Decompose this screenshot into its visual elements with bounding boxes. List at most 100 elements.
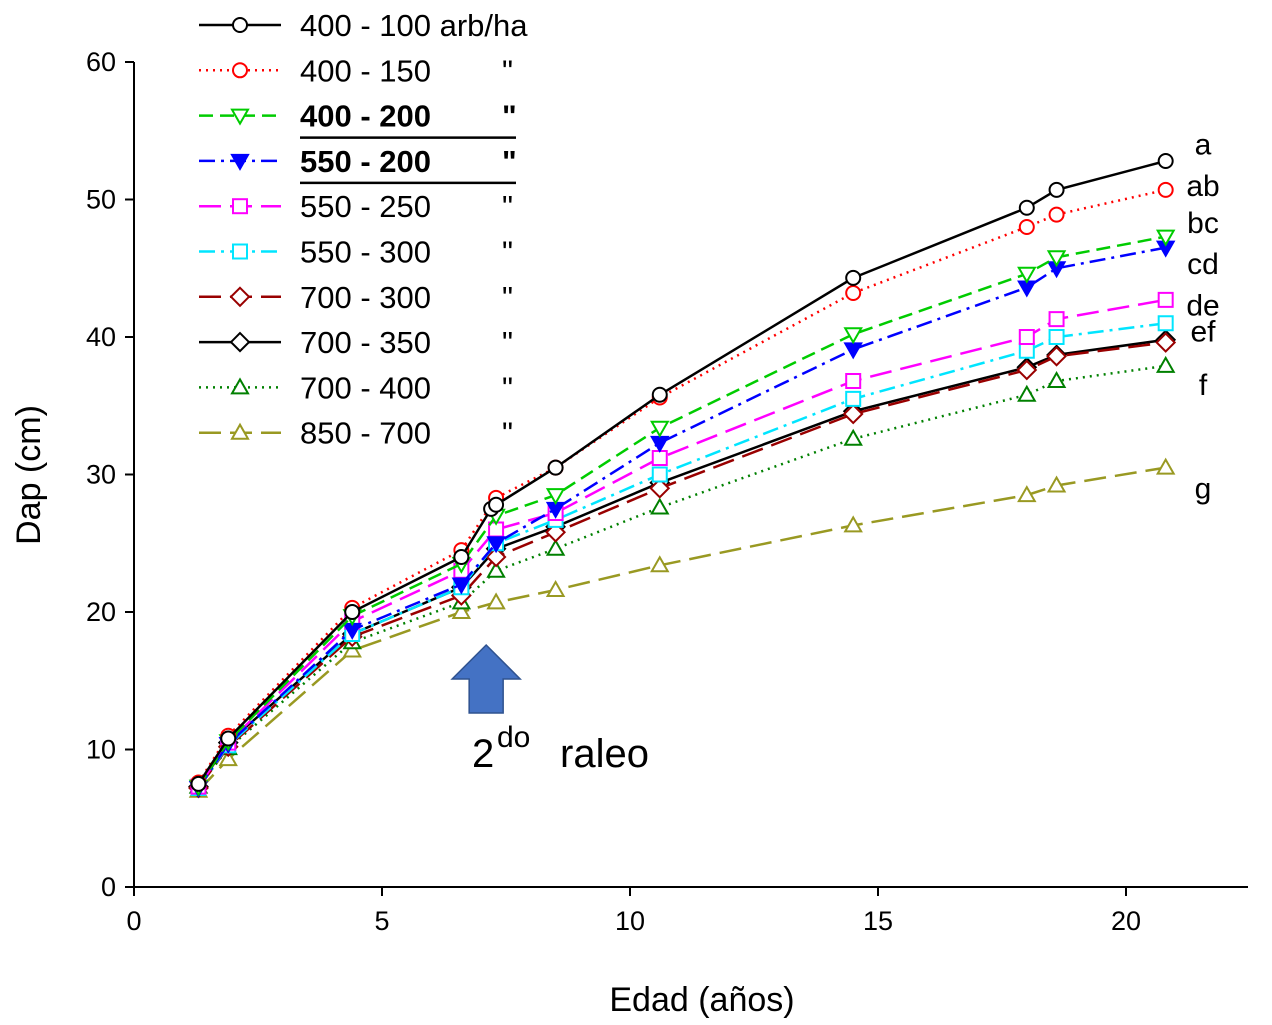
legend-swatch-marker: [232, 62, 248, 79]
data-point: [650, 497, 670, 515]
data-point: [1018, 342, 1035, 359]
legend-swatch-marker: [230, 108, 250, 126]
data-point: [1018, 199, 1035, 216]
data-point: [545, 538, 566, 556]
data-point: [1046, 250, 1067, 268]
significance-letter: a: [1195, 129, 1212, 162]
data-point: [650, 435, 670, 453]
data-point: [451, 601, 472, 619]
data-point: [486, 592, 506, 610]
data-point: [649, 477, 671, 499]
legend-label: 550 - 300: [300, 235, 431, 270]
data-point: [1046, 345, 1067, 367]
significance-letter: f: [1199, 369, 1208, 402]
series-10: [188, 457, 1176, 798]
data-point: [1157, 181, 1174, 198]
data-point: [488, 496, 505, 513]
legend-label: 700 - 350: [300, 325, 431, 360]
data-point: [190, 775, 207, 792]
legend-label: 400 - 150: [300, 53, 431, 88]
data-point: [1157, 315, 1174, 332]
legend-item: 700 - 350 ": [199, 325, 513, 360]
series-line: [197, 246, 1166, 789]
data-point: [1155, 332, 1177, 353]
x-tick-label: 15: [863, 906, 893, 936]
x-tick-label: 5: [374, 906, 389, 936]
legend-ditto: ": [502, 99, 517, 134]
data-point: [218, 749, 238, 767]
data-point: [843, 342, 863, 360]
data-point: [843, 327, 863, 345]
legend-item: 400 - 200 ": [199, 99, 517, 139]
legend-ditto: ": [502, 370, 513, 405]
data-point: [845, 269, 862, 286]
data-point: [1155, 229, 1176, 247]
data-point: [1046, 370, 1067, 388]
data-point: [650, 420, 670, 438]
legend-swatch-marker: [232, 243, 248, 260]
data-point: [845, 373, 862, 389]
y-tick-label: 60: [86, 47, 116, 77]
legend-item: 850 - 700 ": [199, 416, 513, 451]
data-point: [1048, 311, 1065, 328]
legend-ditto: ": [502, 235, 513, 270]
y-tick-label: 10: [86, 735, 116, 765]
data-point: [545, 579, 566, 597]
legend-ditto: ": [502, 325, 513, 360]
data-point: [451, 577, 472, 595]
significance-letter: cd: [1187, 248, 1219, 281]
series-layer: [188, 153, 1177, 799]
series-line: [197, 341, 1166, 789]
legend-label: 850 - 700: [300, 416, 431, 451]
significance-letter: bc: [1187, 207, 1219, 240]
x-tick-label: 0: [126, 906, 141, 936]
data-point: [1157, 153, 1174, 169]
legend-label: 400 - 100 arb/ha: [300, 8, 528, 43]
significance-letter: ef: [1190, 316, 1216, 349]
data-point: [485, 546, 507, 568]
thinning-arrow: [450, 643, 522, 714]
data-point: [842, 403, 864, 425]
series-line: [197, 466, 1166, 792]
annotation-base: 2: [472, 732, 494, 776]
legend-ditto: ": [502, 189, 513, 224]
legend-item: 700 - 300 ": [199, 280, 513, 315]
legend-item: 400 - 100 arb/ha: [199, 8, 528, 43]
data-point: [845, 285, 862, 301]
legend-ditto: ": [502, 144, 517, 179]
legend-swatch-marker: [230, 153, 250, 171]
legend-label: 700 - 300: [300, 280, 431, 315]
data-point: [344, 604, 361, 620]
legend-item: 550 - 200 ": [199, 144, 517, 185]
y-tick-label: 30: [86, 460, 116, 490]
legend-swatch-marker: [232, 198, 248, 215]
data-point: [342, 640, 362, 658]
data-point: [1017, 384, 1037, 402]
legend-ditto: ": [502, 416, 513, 451]
x-axis-label: Edad (años): [609, 981, 794, 1019]
x-tick-label: 10: [615, 906, 645, 936]
series-line: [197, 364, 1166, 788]
y-tick-label: 0: [101, 872, 116, 902]
data-point: [651, 386, 668, 403]
significance-letter: de: [1186, 289, 1219, 322]
data-point: [1017, 485, 1037, 503]
significance-letter: ab: [1186, 170, 1219, 203]
y-tick-label: 50: [86, 185, 116, 215]
data-point: [545, 488, 566, 506]
y-tick-label: 20: [86, 597, 116, 627]
legend-item: 550 - 300 ": [199, 235, 513, 270]
legend-ditto: ": [502, 53, 513, 88]
data-point: [1048, 181, 1065, 198]
legend-item: 550 - 250 ": [199, 189, 513, 224]
data-point: [650, 555, 670, 573]
data-point: [547, 459, 564, 476]
series-line: [197, 298, 1166, 788]
annotation-superscript: do: [497, 721, 530, 754]
data-point: [845, 390, 862, 407]
legend-label: 700 - 400: [300, 370, 431, 405]
data-point: [486, 560, 506, 578]
